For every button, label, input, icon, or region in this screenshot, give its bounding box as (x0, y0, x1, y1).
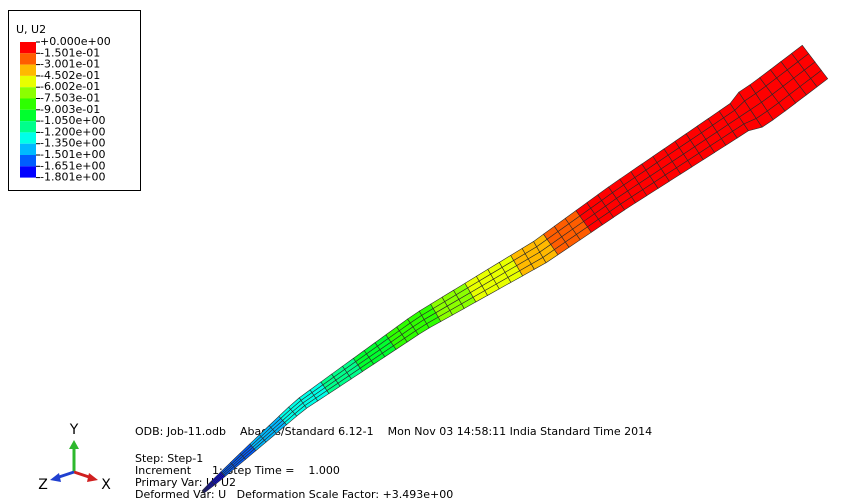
odb-info: ODB: Job-11.odb Abaqus/Standard 6.12-1 M… (135, 425, 652, 438)
legend-swatch (20, 121, 36, 132)
legend-swatch (20, 155, 36, 166)
legend: +0.000e+00-1.501e-01-3.001e-01-4.502e-01… (20, 35, 111, 184)
info-line: Deformed Var: U Deformation Scale Factor… (135, 488, 453, 501)
x-label: X (101, 477, 111, 493)
legend-swatch (20, 132, 36, 143)
legend-swatch (20, 99, 36, 110)
legend-swatch (20, 166, 36, 177)
y-arrow-head (69, 440, 79, 449)
x-arrow-head (87, 473, 98, 482)
legend-swatch (20, 65, 36, 76)
legend-swatch (20, 53, 36, 64)
legend-swatch (20, 87, 36, 98)
legend-swatch (20, 42, 36, 53)
legend-swatch (20, 76, 36, 87)
viewport: U, U2 +0.000e+00-1.501e-01-3.001e-01-4.5… (0, 0, 841, 504)
legend-swatch (20, 144, 36, 155)
axis-triad: Y X Z (38, 422, 111, 493)
legend-swatch (20, 110, 36, 121)
z-arrow-head (50, 473, 61, 482)
y-label: Y (69, 422, 79, 438)
legend-label: -1.801e+00 (40, 171, 105, 184)
z-label: Z (38, 477, 48, 493)
